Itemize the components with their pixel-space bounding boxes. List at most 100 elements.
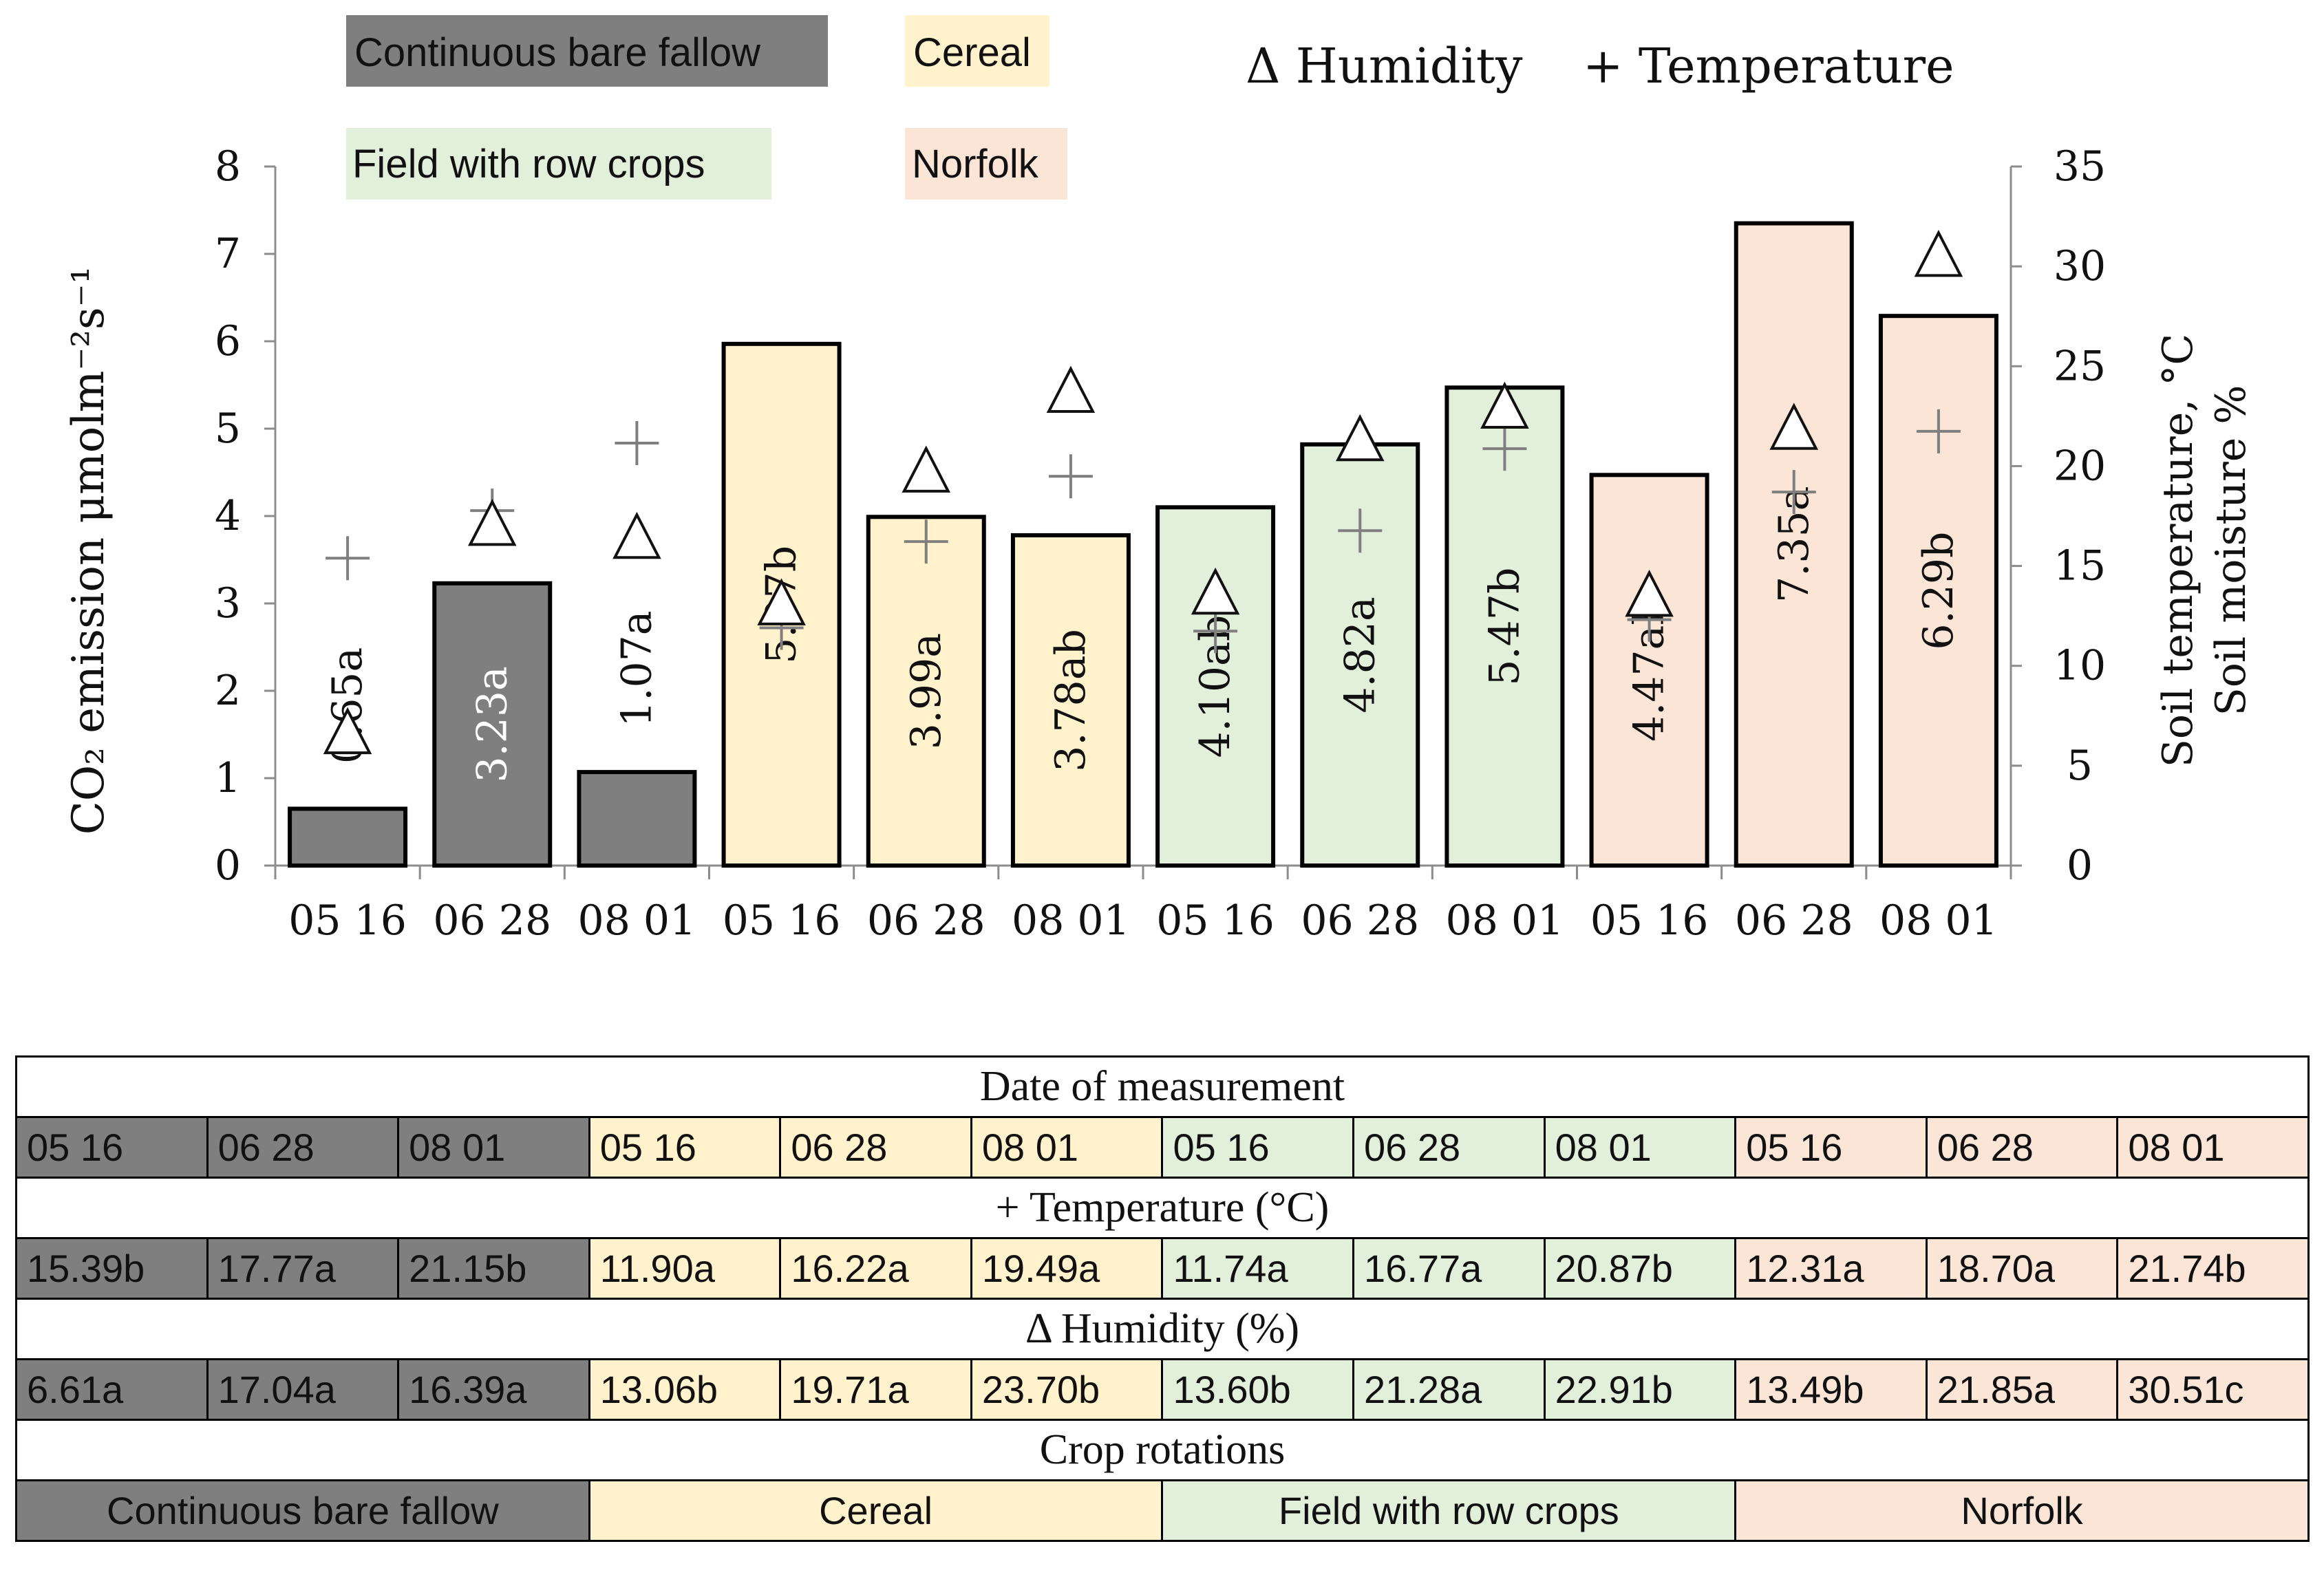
date-cell: 08 01 bbox=[397, 1116, 590, 1179]
temperature-cell: 21.74b bbox=[2116, 1237, 2310, 1300]
humidity-marker bbox=[323, 707, 372, 755]
y-axis-left-label: CO₂ emission μmolm⁻²s⁻¹ bbox=[63, 266, 114, 835]
bar-rowcrops bbox=[1155, 505, 1276, 868]
y-left-tick-label: 0 bbox=[215, 841, 241, 890]
date-cell: 05 16 bbox=[588, 1116, 782, 1179]
dates-row: 05 16 06 28 08 01 05 16 06 28 08 01 05 16 06 28… bbox=[15, 1116, 2310, 1179]
bar-value-label: 1.07a bbox=[612, 610, 661, 727]
humidity-marker bbox=[1480, 381, 1529, 429]
x-tick-label: 06 28 bbox=[1735, 897, 1853, 945]
humidity-marker bbox=[612, 511, 661, 559]
x-tick-label: 08 01 bbox=[1446, 897, 1564, 945]
chart-bars: 0.65a3.23a1.07a5.97b3.99a3.78ab4.10ab4.8… bbox=[288, 221, 1998, 868]
date-cell: 05 16 bbox=[1161, 1116, 1355, 1179]
temperature-cell: 20.87b bbox=[1543, 1237, 1737, 1300]
humidity-marker bbox=[902, 445, 951, 493]
humidity-row: 6.61a 17.04a 16.39a 13.06b 19.71a 23.70b 13.60… bbox=[15, 1358, 2310, 1421]
date-cell: 08 01 bbox=[970, 1116, 1164, 1179]
humidity-cell: 13.06b bbox=[588, 1358, 782, 1421]
rotation-header: Crop rotations bbox=[15, 1419, 2310, 1481]
date-cell: 06 28 bbox=[206, 1116, 400, 1179]
date-cell: 06 28 bbox=[1352, 1116, 1546, 1179]
x-tick-label: 05 16 bbox=[723, 897, 841, 945]
humidity-cell: 16.39a bbox=[397, 1358, 590, 1421]
humidity-marker bbox=[1335, 414, 1385, 462]
rotation-cell: Cereal bbox=[588, 1479, 1164, 1542]
legend-humidity: Δ Humidity bbox=[1246, 38, 1523, 94]
measurement-table: Date of measurement 05 16 06 28 08 01 05 16… bbox=[15, 1055, 2310, 1542]
x-tick-label: 06 28 bbox=[867, 897, 985, 945]
rotation-cell: Norfolk bbox=[1734, 1479, 2310, 1542]
humidity-cell: 23.70b bbox=[970, 1358, 1164, 1421]
x-tick-label: 08 01 bbox=[1879, 897, 1998, 945]
bar-value-label: 5.47b bbox=[1480, 568, 1528, 686]
y-left-tick-label: 6 bbox=[215, 317, 241, 365]
temperature-marker bbox=[1048, 454, 1093, 499]
x-tick-label: 08 01 bbox=[578, 897, 696, 945]
chart-axes: 0 1 2 3 4 5 6 7 8 0 5 10 15 20 25 30 35 05 16 06 28 08 01 05… bbox=[215, 142, 2106, 945]
y-right-tick-label: 20 bbox=[2054, 442, 2106, 490]
humidity-marker bbox=[1625, 570, 1674, 617]
date-header: Date of measurement bbox=[15, 1055, 2310, 1118]
humidity-marker bbox=[1191, 567, 1240, 615]
y-left-tick-label: 7 bbox=[215, 230, 241, 278]
temperature-marker bbox=[326, 536, 370, 581]
temperature-cell: 12.31a bbox=[1734, 1237, 1928, 1300]
temperature-cell: 15.39b bbox=[15, 1237, 209, 1300]
bar-norfolk bbox=[1589, 473, 1709, 868]
humidity-marker bbox=[1914, 229, 1963, 277]
legend-swatch-cereal bbox=[905, 15, 1049, 87]
temperature-marker bbox=[904, 519, 948, 564]
chart-markers bbox=[323, 229, 1963, 755]
bar-cereal bbox=[1010, 533, 1131, 868]
legend-temperature: + Temperature bbox=[1583, 38, 1954, 94]
bar-value-label: 4.82a bbox=[1336, 597, 1384, 713]
temperature-cell: 17.77a bbox=[206, 1237, 400, 1300]
temperature-marker bbox=[1193, 609, 1238, 654]
legend-swatch-norfolk bbox=[905, 128, 1067, 200]
temperature-marker bbox=[1916, 409, 1961, 453]
date-cell: 08 01 bbox=[2116, 1116, 2310, 1179]
bar-norfolk bbox=[1878, 314, 1998, 868]
humidity-cell: 30.51c bbox=[2116, 1358, 2310, 1421]
chart-legend: Continuous bare fallow Cereal Field with… bbox=[346, 15, 1954, 200]
rotations-row: Continuous bare fallow Cereal Field with r… bbox=[15, 1479, 2310, 1542]
x-tick-label: 06 28 bbox=[433, 897, 551, 945]
humidity-cell: 22.91b bbox=[1543, 1358, 1737, 1421]
legend-swatch-fallow bbox=[346, 15, 828, 87]
bar-fallow bbox=[577, 770, 697, 868]
temperature-cell: 16.77a bbox=[1352, 1237, 1546, 1300]
temperature-row: 15.39b 17.77a 21.15b 11.90a 16.22a 19.49a 11.7… bbox=[15, 1237, 2310, 1300]
legend-swatch-rowcrops bbox=[346, 128, 771, 200]
date-cell: 08 01 bbox=[1543, 1116, 1737, 1179]
y-right-tick-label: 10 bbox=[2054, 642, 2106, 690]
bar-fallow bbox=[432, 581, 553, 868]
x-tick-label: 06 28 bbox=[1301, 897, 1419, 945]
humidity-header: Δ Humidity (%) bbox=[15, 1298, 2310, 1360]
bar-value-label: 3.99a bbox=[902, 633, 950, 749]
temperature-marker bbox=[1771, 470, 1816, 515]
co2-emission-chart: Continuous bare fallow Cereal Field with… bbox=[63, 15, 2255, 945]
x-tick-label: 05 16 bbox=[288, 897, 407, 945]
bar-cereal bbox=[866, 515, 986, 868]
legend-label-cereal: Cereal bbox=[913, 30, 1031, 75]
date-cell: 06 28 bbox=[779, 1116, 972, 1179]
y-right-tick-label: 30 bbox=[2054, 242, 2106, 290]
date-cell: 05 16 bbox=[15, 1116, 209, 1179]
bar-value-label: 3.23a bbox=[468, 666, 516, 782]
legend-label-fallow: Continuous bare fallow bbox=[354, 30, 761, 75]
bar-value-label: 3.78ab bbox=[1047, 629, 1095, 772]
y-right-tick-label: 25 bbox=[2054, 342, 2106, 390]
temperature-cell: 16.22a bbox=[779, 1237, 972, 1300]
humidity-marker bbox=[1769, 403, 1819, 450]
temperature-cell: 19.49a bbox=[970, 1237, 1164, 1300]
bar-fallow bbox=[288, 806, 408, 868]
temperature-header-row: + Temperature (°C) bbox=[15, 1177, 2310, 1239]
legend-label-norfolk: Norfolk bbox=[912, 142, 1039, 186]
y-left-tick-label: 5 bbox=[215, 405, 241, 453]
date-header-row: Date of measurement bbox=[15, 1055, 2310, 1118]
humidity-marker bbox=[467, 498, 517, 546]
date-cell: 05 16 bbox=[1734, 1116, 1928, 1179]
temperature-cell: 11.74a bbox=[1161, 1237, 1355, 1300]
y-left-tick-label: 1 bbox=[215, 754, 241, 802]
